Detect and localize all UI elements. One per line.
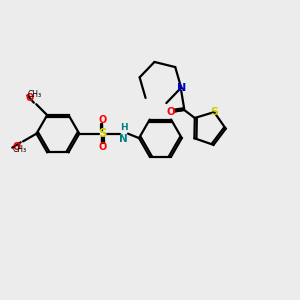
Text: CH₃: CH₃ bbox=[13, 145, 27, 154]
Text: N: N bbox=[119, 134, 128, 144]
Text: O: O bbox=[26, 93, 34, 103]
Text: CH₃: CH₃ bbox=[28, 90, 42, 99]
Text: S: S bbox=[98, 127, 107, 140]
Text: H: H bbox=[120, 124, 128, 133]
Text: O: O bbox=[98, 115, 106, 125]
Text: O: O bbox=[12, 142, 21, 152]
Text: N: N bbox=[177, 83, 186, 93]
Text: O: O bbox=[167, 107, 176, 117]
Text: S: S bbox=[210, 107, 218, 117]
Text: O: O bbox=[98, 142, 106, 152]
